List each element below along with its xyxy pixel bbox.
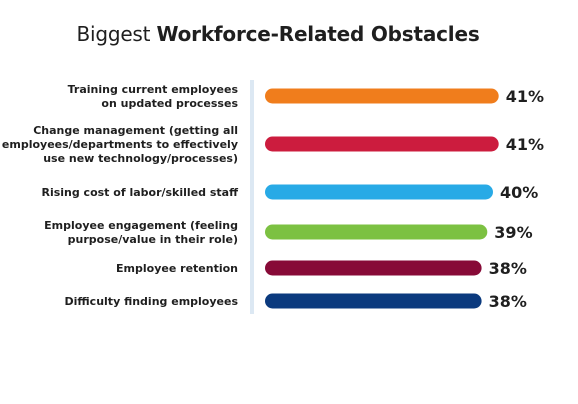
bar-3	[265, 224, 488, 240]
bar-0	[265, 88, 499, 104]
chart-title-prefix: Biggest	[76, 22, 151, 46]
chart-title: Biggest Workforce-Related Obstacles	[0, 22, 556, 46]
category-label-line: Difficulty finding employees	[65, 295, 239, 308]
axis-divider	[250, 80, 254, 314]
value-label-4: 38%	[489, 259, 527, 278]
category-label-5: Difficulty finding employees	[65, 295, 239, 308]
category-label-line: use new technology/processes)	[43, 152, 238, 165]
category-label-line: Employee retention	[116, 262, 238, 275]
category-label-4: Employee retention	[116, 262, 238, 275]
category-label-line: purpose/value in their role)	[68, 233, 238, 246]
value-label-5: 38%	[489, 292, 527, 311]
category-label-3: Employee engagement (feeling purpose/valu…	[44, 219, 238, 246]
value-label-3: 39%	[494, 223, 532, 242]
value-label-0: 41%	[506, 87, 544, 106]
category-label-line: on updated processes	[101, 97, 238, 110]
bar-1	[265, 136, 499, 152]
category-label-2: Rising cost of labor/skilled staff	[41, 186, 238, 199]
bar-5	[265, 293, 482, 309]
category-label-line: Employee engagement (feeling	[44, 219, 238, 232]
category-label-0: Training current employees on updated pro…	[68, 83, 239, 110]
value-label-1: 41%	[506, 135, 544, 154]
category-label-line: Rising cost of labor/skilled staff	[41, 186, 238, 199]
bar-2	[265, 184, 493, 200]
category-label-1: Change management (getting all employees/…	[2, 124, 238, 165]
category-label-line: Change management (getting all	[33, 124, 238, 137]
category-label-line: employees/departments to effectively	[2, 138, 238, 151]
category-label-line: Training current employees	[68, 83, 239, 96]
value-label-2: 40%	[500, 183, 538, 202]
bar-4	[265, 260, 482, 276]
chart-title-bold: Workforce-Related Obstacles	[156, 22, 480, 46]
